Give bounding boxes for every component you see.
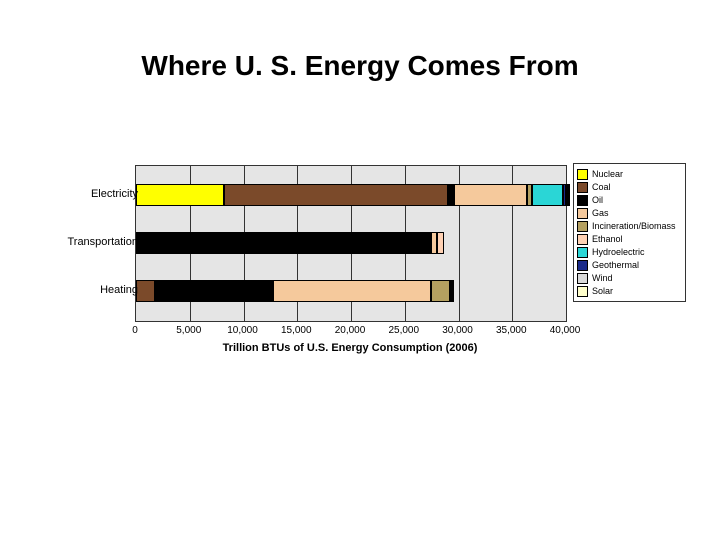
legend-item: Incineration/Biomass [577,220,682,232]
legend-item: Coal [577,181,682,193]
x-tick-label: 35,000 [496,325,527,336]
x-axis-title: Trillion BTUs of U.S. Energy Consumption… [135,342,565,354]
bar-row [136,184,570,206]
bar-row [136,232,444,254]
legend-swatch [577,273,588,284]
x-tick-label: 30,000 [442,325,473,336]
page-title: Where U. S. Energy Comes From [0,50,720,82]
x-tick-label: 15,000 [281,325,312,336]
x-tick-label: 20,000 [335,325,366,336]
plot-area [135,165,567,322]
legend-label: Geothermal [592,259,639,271]
legend-item: Wind [577,272,682,284]
bar-segment-oil [155,280,272,302]
category-label: Electricity [48,188,138,200]
legend-swatch [577,286,588,297]
legend-label: Incineration/Biomass [592,220,676,232]
bar-segment-hydroelectric [532,184,563,206]
legend-label: Coal [592,181,611,193]
legend-label: Oil [592,194,603,206]
legend-item: Solar [577,285,682,297]
legend-item: Ethanol [577,233,682,245]
legend-label: Hydroelectric [592,246,645,258]
x-tick-label: 40,000 [550,325,581,336]
bar-segment-solar [568,184,570,206]
bar-segment-coal [136,280,155,302]
legend-swatch [577,208,588,219]
legend-swatch [577,169,588,180]
legend-label: Nuclear [592,168,623,180]
bar-row [136,280,454,302]
category-label: Heating [48,284,138,296]
legend-item: Hydroelectric [577,246,682,258]
energy-chart: Trillion BTUs of U.S. Energy Consumption… [40,165,680,385]
legend-label: Wind [592,272,613,284]
legend-item: Geothermal [577,259,682,271]
x-tick-label: 10,000 [227,325,258,336]
legend-label: Solar [592,285,613,297]
x-tick-label: 25,000 [388,325,419,336]
plot-inner [136,166,566,321]
bar-segment-gas [454,184,527,206]
legend-label: Ethanol [592,233,623,245]
bar-segment-nuclear [136,184,224,206]
bar-segment-coal [224,184,448,206]
legend-swatch [577,260,588,271]
legend-swatch [577,182,588,193]
legend-swatch [577,234,588,245]
x-tick-label: 5,000 [176,325,201,336]
bar-segment-ethanol [437,232,444,254]
bar-segment-gas [273,280,431,302]
legend-item: Oil [577,194,682,206]
legend-swatch [577,195,588,206]
legend-swatch [577,221,588,232]
legend: NuclearCoalOilGasIncineration/BiomassEth… [573,163,686,302]
bar-segment-oil [136,232,431,254]
legend-item: Nuclear [577,168,682,180]
legend-label: Gas [592,207,609,219]
legend-item: Gas [577,207,682,219]
category-label: Transportation [48,236,138,248]
bar-segment-incineration [431,280,450,302]
x-tick-label: 0 [132,325,138,336]
bar-segment-solar [452,280,454,302]
legend-swatch [577,247,588,258]
